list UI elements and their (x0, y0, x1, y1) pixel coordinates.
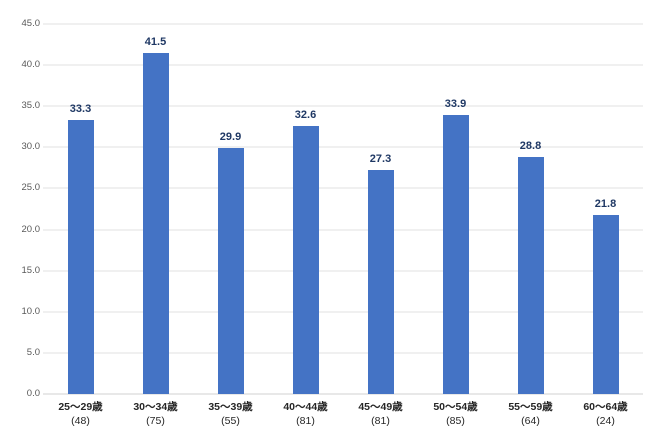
gridline (43, 64, 643, 66)
bar (67, 120, 94, 394)
gridline (43, 23, 643, 25)
bar (517, 157, 544, 394)
bar-value-label: 27.3 (369, 152, 392, 165)
y-tick-label: 10.0 (21, 305, 41, 317)
gridline (43, 146, 643, 148)
bar (217, 148, 244, 394)
y-tick-label: 25.0 (21, 182, 41, 194)
x-count-label: (85) (446, 415, 465, 427)
x-category-label: 60〜64歳 (583, 401, 628, 413)
gridline (43, 311, 643, 313)
plot-area: 33.3 41.5 29.9 32.6 27.3 33.9 28.8 21.8 (43, 23, 643, 395)
x-tick-label: 60〜64歳 (24) (583, 400, 627, 428)
x-tick-label: 30〜34歳 (75) (133, 400, 177, 428)
bar-value-label: 32.6 (294, 108, 317, 121)
y-tick-label: 45.0 (21, 18, 41, 29)
y-tick-label: 15.0 (21, 264, 41, 276)
y-tick-label: 20.0 (21, 223, 41, 235)
x-count-label: (48) (71, 415, 90, 427)
x-count-label: (64) (521, 415, 540, 427)
y-tick-label: 35.0 (21, 100, 41, 112)
x-count-label: (81) (296, 415, 315, 427)
x-category-label: 25〜29歳 (58, 401, 103, 413)
bar-value-label: 41.5 (144, 35, 167, 48)
gridline (43, 270, 643, 272)
y-tick-label: 0.0 (26, 388, 40, 399)
y-axis: 0.0 5.0 10.0 15.0 20.0 25.0 30.0 35.0 40.0 45.0 (0, 0, 41, 439)
bar (592, 214, 619, 394)
x-tick-label: 40〜44歳 (81) (283, 400, 327, 428)
x-tick-label: 50〜54歳 (85) (433, 400, 477, 428)
x-count-label: (75) (146, 415, 165, 427)
x-category-label: 55〜59歳 (508, 401, 553, 413)
bar-value-label: 28.8 (519, 140, 542, 153)
x-count-label: (81) (371, 415, 390, 427)
x-axis: 25〜29歳 (48) 30〜34歳 (75) 35〜39歳 (55) 40〜44歳 (81)… (43, 400, 643, 439)
x-count-label: (55) (221, 415, 240, 427)
x-category-label: 45〜49歳 (358, 401, 403, 413)
bar (142, 52, 169, 394)
x-category-label: 50〜54歳 (433, 401, 478, 413)
y-tick-label: 30.0 (21, 141, 41, 153)
bar-value-label: 29.9 (219, 131, 242, 144)
bar-value-label: 33.9 (444, 98, 467, 111)
x-tick-label: 35〜39歳 (55) (208, 400, 252, 428)
bar (292, 125, 319, 394)
bar-value-label: 33.3 (69, 103, 92, 116)
x-tick-label: 25〜29歳 (48) (58, 400, 102, 428)
x-count-label: (24) (596, 415, 615, 427)
x-category-label: 35〜39歳 (208, 401, 253, 413)
x-tick-label: 55〜59歳 (64) (508, 400, 552, 428)
gridline (43, 187, 643, 189)
gridline (43, 105, 643, 107)
bar (367, 169, 394, 394)
x-tick-label: 45〜49歳 (81) (358, 400, 402, 428)
bar-value-label: 21.8 (594, 197, 617, 210)
gridline (43, 229, 643, 231)
x-axis-line (43, 393, 643, 395)
bar (442, 115, 469, 394)
x-category-label: 40〜44歳 (283, 401, 328, 413)
y-tick-label: 40.0 (21, 59, 41, 71)
x-category-label: 30〜34歳 (133, 401, 178, 413)
y-tick-label: 5.0 (26, 346, 40, 358)
gridline (43, 352, 643, 354)
